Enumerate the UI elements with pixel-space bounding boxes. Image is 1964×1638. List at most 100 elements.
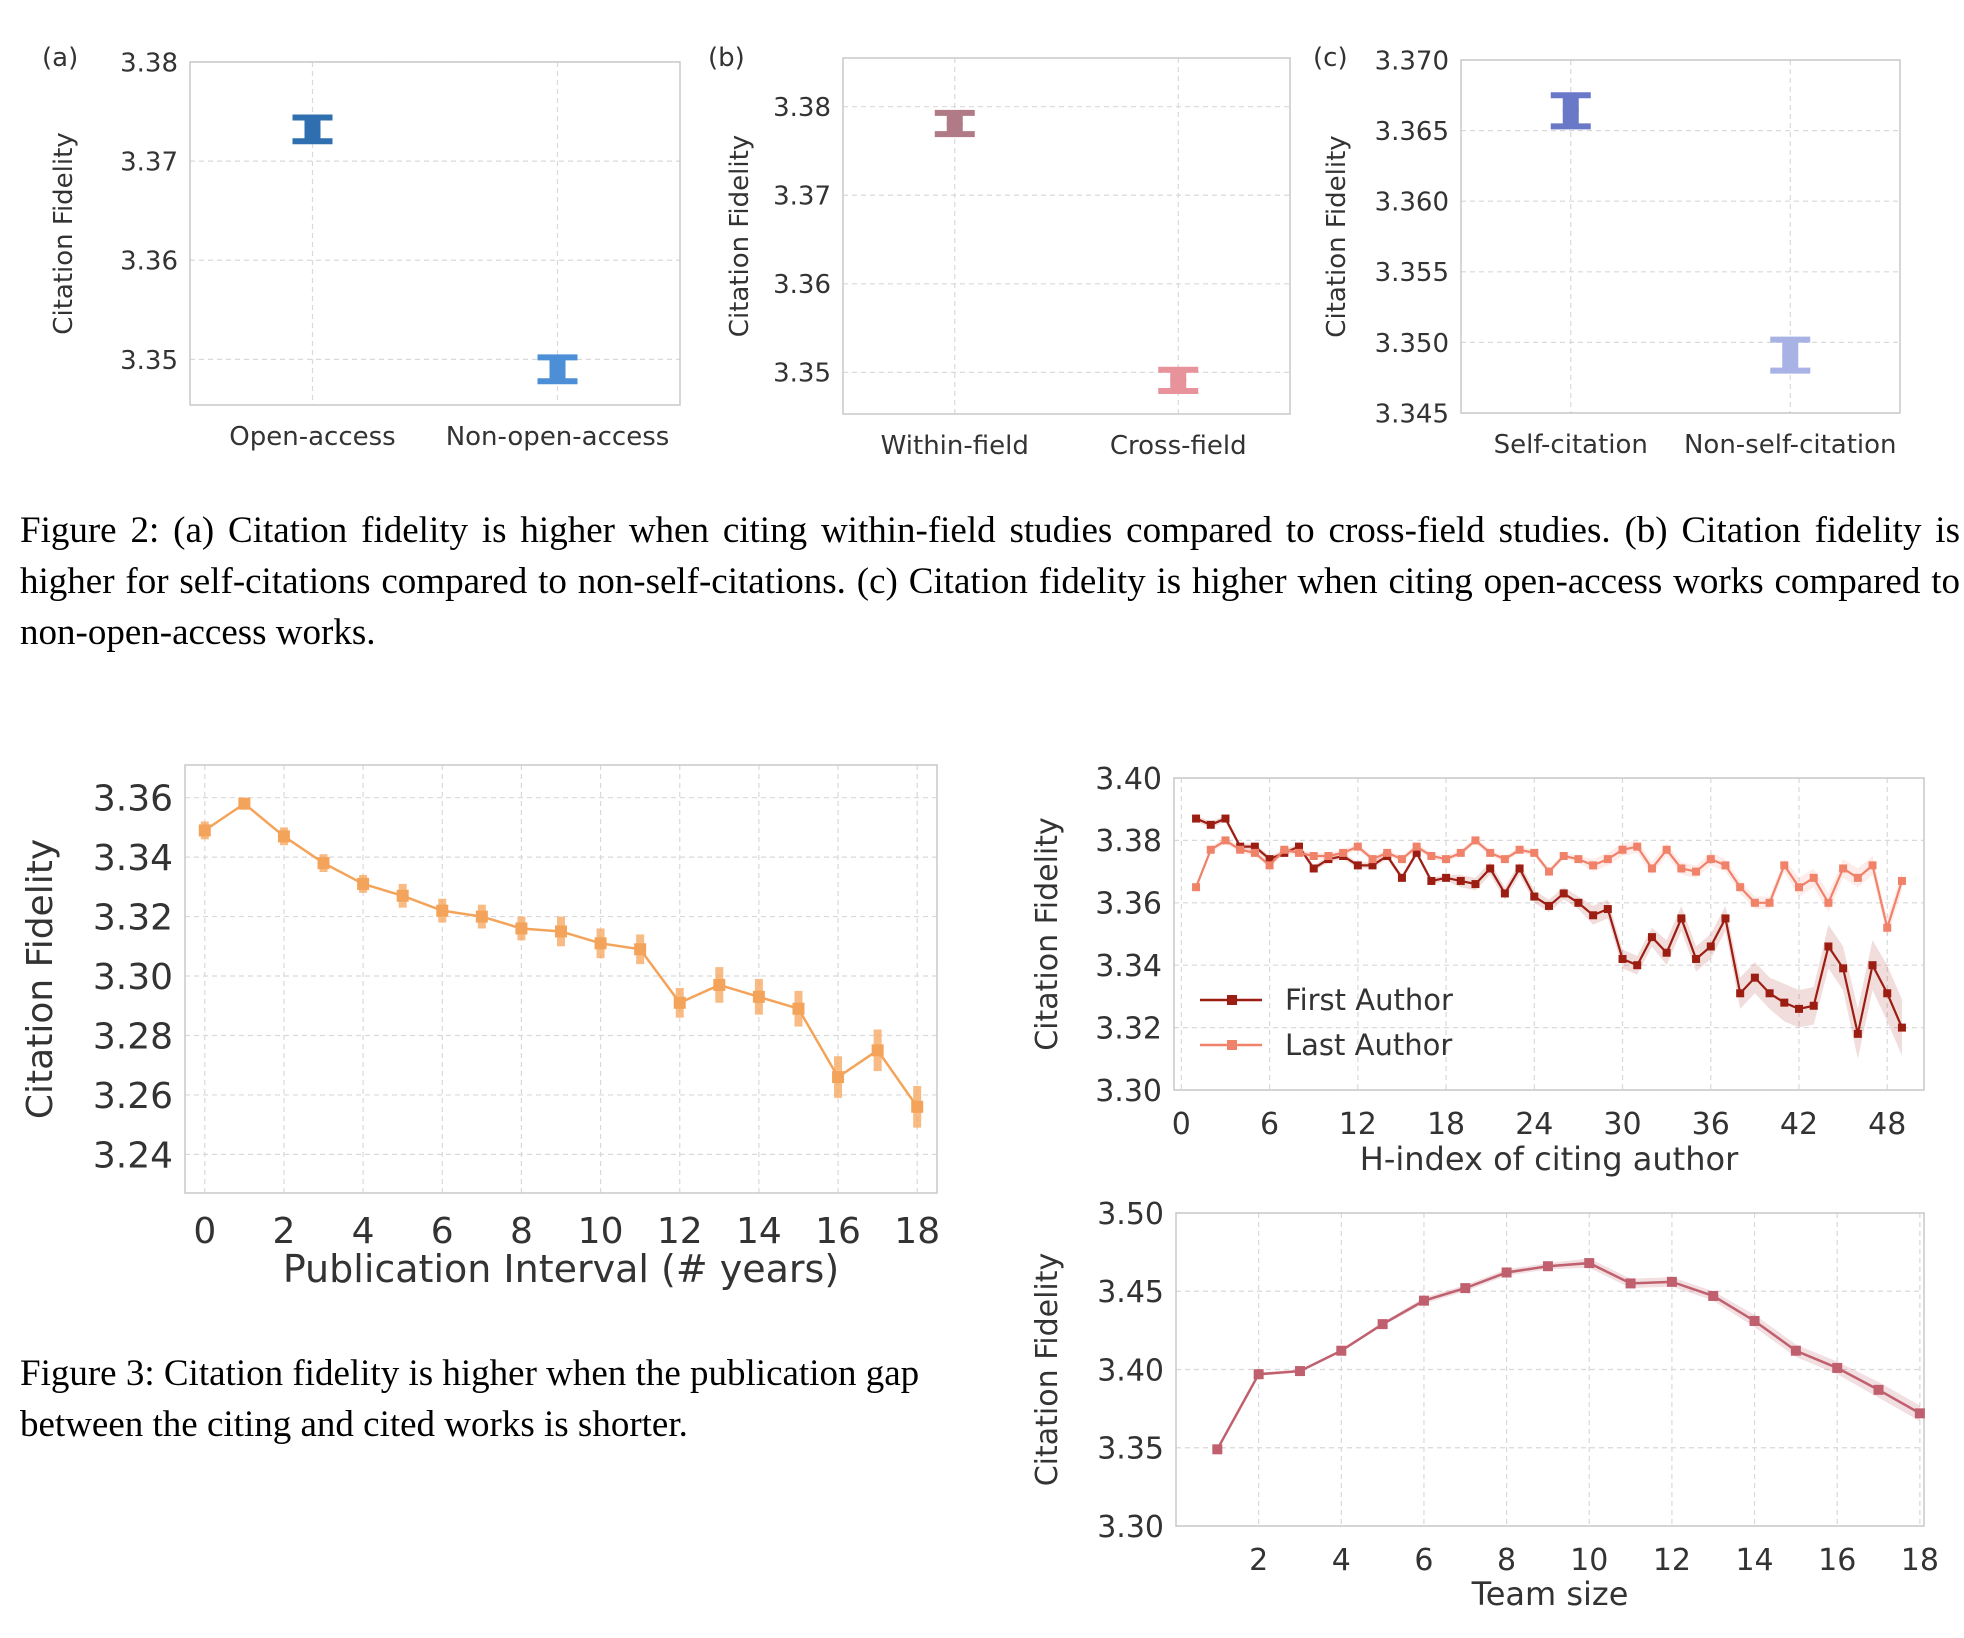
figure-3-caption: Figure 3: Citation fidelity is higher wh… bbox=[20, 1353, 920, 1445]
data-point bbox=[1662, 845, 1671, 854]
legend-label: Last Author bbox=[1285, 1028, 1452, 1062]
data-point bbox=[1486, 848, 1495, 857]
y-tick-label: 3.35 bbox=[773, 359, 831, 389]
y-tick-label: 3.40 bbox=[1097, 1353, 1164, 1388]
data-point bbox=[1736, 883, 1745, 892]
y-tick-label: 3.38 bbox=[1095, 824, 1162, 859]
data-point bbox=[1515, 845, 1524, 854]
data-point bbox=[1780, 998, 1789, 1007]
data-point bbox=[1574, 898, 1583, 907]
data-point bbox=[515, 922, 528, 935]
data-point bbox=[1170, 372, 1187, 389]
data-point bbox=[1295, 842, 1303, 851]
data-point bbox=[752, 990, 765, 1003]
data-point bbox=[1853, 1029, 1862, 1038]
data-point bbox=[1206, 820, 1215, 829]
data-point bbox=[792, 1002, 805, 1015]
data-point bbox=[555, 925, 567, 938]
data-point bbox=[1824, 942, 1833, 951]
data-point bbox=[1677, 864, 1686, 873]
data-point bbox=[946, 115, 963, 132]
y-axis-label: Citation Fidelity bbox=[1322, 135, 1352, 337]
data-point bbox=[1618, 845, 1627, 854]
confidence-band bbox=[1217, 1258, 1920, 1451]
data-point bbox=[1253, 1369, 1264, 1380]
x-tick-label: 16 bbox=[1818, 1543, 1856, 1578]
panel-hindex: 3.30 3.32 3.34 3.36 3.38 3.40 0 6 12 18 24 30 36 42 48… bbox=[1030, 762, 1925, 1178]
y-tick-label: 3.40 bbox=[1095, 762, 1162, 797]
data-point bbox=[1832, 1362, 1843, 1373]
y-tick-label: 3.36 bbox=[773, 270, 831, 300]
data-point bbox=[1418, 1295, 1429, 1306]
data-point bbox=[1721, 914, 1730, 923]
data-point bbox=[1471, 880, 1480, 889]
x-tick-label: Non-self-citation bbox=[1684, 430, 1897, 460]
data-point bbox=[1460, 1283, 1471, 1294]
x-tick-label: 0 bbox=[1172, 1107, 1191, 1142]
x-tick-label: 14 bbox=[1735, 1543, 1773, 1578]
data-point bbox=[1589, 911, 1598, 920]
y-tick-label: 3.35 bbox=[1097, 1432, 1164, 1467]
data-point bbox=[1795, 1004, 1803, 1013]
data-point bbox=[1749, 1315, 1760, 1326]
plot-frame bbox=[1173, 777, 1925, 1091]
data-point bbox=[1795, 883, 1803, 892]
y-tick-label: 3.34 bbox=[93, 838, 173, 879]
panel-label: (b) bbox=[708, 43, 745, 73]
x-tick-label: 8 bbox=[1497, 1543, 1516, 1578]
y-tick-label: 3.365 bbox=[1375, 117, 1449, 147]
data-point bbox=[634, 943, 647, 956]
data-point bbox=[317, 857, 330, 870]
panel-label: (a) bbox=[42, 43, 78, 73]
x-tick-label: Cross-field bbox=[1110, 431, 1247, 461]
legend-marker bbox=[1227, 995, 1237, 1005]
data-point bbox=[1750, 898, 1759, 907]
data-point bbox=[1295, 848, 1303, 857]
data-point bbox=[1383, 848, 1392, 857]
x-tick-label: Self-citation bbox=[1494, 430, 1648, 460]
y-tick-label: 3.350 bbox=[1375, 329, 1449, 359]
data-point bbox=[1662, 948, 1671, 957]
data-point bbox=[1471, 836, 1480, 845]
x-tick-label: 16 bbox=[815, 1211, 861, 1252]
x-tick-label: 30 bbox=[1603, 1107, 1641, 1142]
data-point bbox=[1442, 873, 1451, 882]
data-point bbox=[1221, 836, 1230, 845]
data-point bbox=[1368, 861, 1377, 870]
data-point bbox=[357, 877, 370, 890]
y-tick-label: 3.36 bbox=[120, 247, 178, 277]
panel-c: 3.345 3.350 3.355 3.360 3.365 3.370 Self-citat… bbox=[1313, 43, 1901, 460]
x-tick-label: 18 bbox=[894, 1211, 940, 1252]
data-point bbox=[1412, 842, 1421, 851]
data-point bbox=[1897, 876, 1906, 885]
x-tick-label: 2 bbox=[272, 1211, 295, 1252]
data-point bbox=[475, 910, 488, 923]
data-point bbox=[1530, 892, 1539, 901]
x-tick-label: 10 bbox=[1570, 1543, 1608, 1578]
data-point bbox=[1545, 901, 1553, 910]
data-point bbox=[1280, 845, 1289, 854]
data-point bbox=[1666, 1276, 1677, 1287]
x-tick-label: 6 bbox=[1414, 1543, 1433, 1578]
y-tick-label: 3.38 bbox=[773, 93, 831, 123]
data-point bbox=[1427, 852, 1436, 860]
data-point bbox=[1914, 1408, 1925, 1419]
y-tick-label: 3.26 bbox=[93, 1076, 173, 1117]
data-point bbox=[911, 1100, 924, 1113]
x-tick-label: 4 bbox=[1332, 1543, 1351, 1578]
data-point bbox=[1545, 867, 1553, 876]
data-point bbox=[1339, 848, 1348, 857]
legend: First Author Last Author bbox=[1200, 983, 1453, 1062]
y-axis-label: Citation Fidelity bbox=[1030, 817, 1065, 1051]
y-tick-label: 3.360 bbox=[1375, 188, 1449, 218]
data-point bbox=[1456, 876, 1465, 885]
data-point bbox=[1324, 852, 1333, 860]
data-point bbox=[1562, 102, 1579, 119]
data-point bbox=[1294, 1366, 1305, 1377]
data-point bbox=[1221, 814, 1230, 823]
data-point bbox=[1192, 883, 1201, 892]
x-tick-label: 4 bbox=[352, 1211, 375, 1252]
data-point bbox=[1500, 855, 1509, 864]
data-point bbox=[1236, 845, 1245, 854]
y-axis-label: Citation Fidelity bbox=[725, 135, 755, 337]
